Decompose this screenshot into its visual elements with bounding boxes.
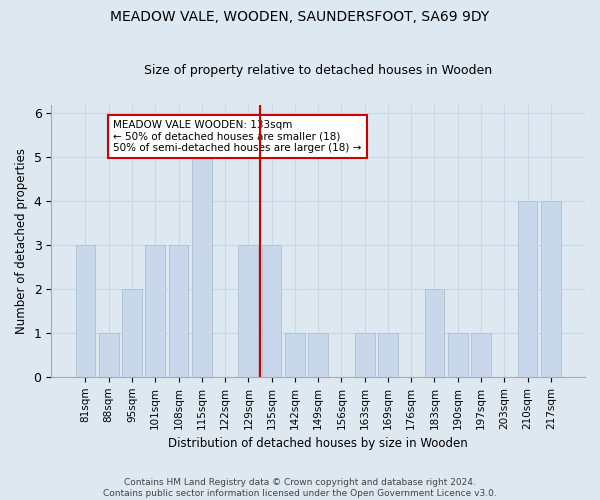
Bar	[76, 245, 95, 377]
Bar	[541, 201, 561, 377]
Bar	[378, 333, 398, 377]
Text: MEADOW VALE WOODEN: 133sqm
← 50% of detached houses are smaller (18)
50% of semi: MEADOW VALE WOODEN: 133sqm ← 50% of deta…	[113, 120, 362, 153]
Bar	[145, 245, 165, 377]
Bar	[518, 201, 538, 377]
Bar	[262, 245, 281, 377]
Bar	[99, 333, 119, 377]
Title: Size of property relative to detached houses in Wooden: Size of property relative to detached ho…	[144, 64, 492, 77]
X-axis label: Distribution of detached houses by size in Wooden: Distribution of detached houses by size …	[168, 437, 468, 450]
Text: MEADOW VALE, WOODEN, SAUNDERSFOOT, SA69 9DY: MEADOW VALE, WOODEN, SAUNDERSFOOT, SA69 …	[110, 10, 490, 24]
Bar	[355, 333, 374, 377]
Bar	[425, 289, 445, 377]
Bar	[471, 333, 491, 377]
Bar	[308, 333, 328, 377]
Bar	[192, 158, 212, 377]
Bar	[285, 333, 305, 377]
Bar	[238, 245, 258, 377]
Y-axis label: Number of detached properties: Number of detached properties	[15, 148, 28, 334]
Text: Contains HM Land Registry data © Crown copyright and database right 2024.
Contai: Contains HM Land Registry data © Crown c…	[103, 478, 497, 498]
Bar	[448, 333, 467, 377]
Bar	[122, 289, 142, 377]
Bar	[169, 245, 188, 377]
